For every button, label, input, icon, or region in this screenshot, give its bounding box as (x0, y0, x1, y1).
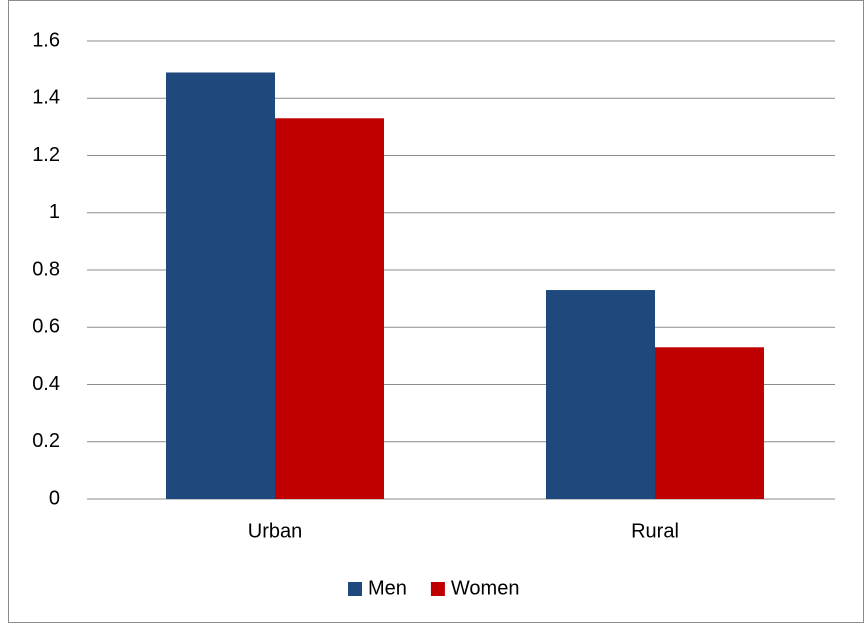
y-tick-label: 1.2 (32, 144, 60, 166)
y-tick-label: 1.4 (32, 87, 60, 109)
chart-frame (8, 0, 864, 623)
legend-swatch (430, 582, 445, 596)
y-tick-label: 0.8 (32, 258, 60, 280)
bar (546, 290, 655, 499)
legend-swatch (348, 582, 362, 596)
y-tick-label: 0.4 (32, 373, 60, 395)
x-tick-label: Rural (631, 520, 679, 542)
bar (275, 118, 384, 499)
legend-label: Women (451, 577, 520, 599)
y-tick-label: 1.6 (32, 29, 60, 51)
y-tick-label: 0.6 (32, 316, 60, 338)
legend-label: Men (368, 577, 407, 599)
y-tick-label: 0 (49, 487, 60, 509)
y-tick-label: 1 (49, 201, 60, 223)
y-tick-label: 0.2 (32, 430, 60, 452)
bar (166, 72, 275, 500)
x-tick-label: Urban (248, 520, 302, 542)
bar (655, 347, 764, 499)
